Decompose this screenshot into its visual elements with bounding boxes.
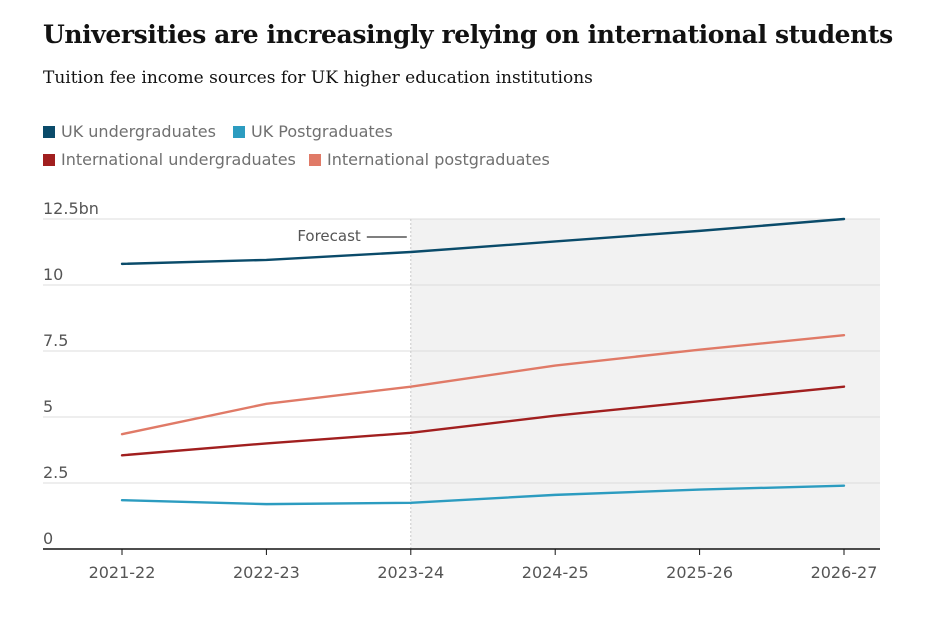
x-tick-label: 2024-25 xyxy=(522,563,589,582)
x-tick-label: 2023-24 xyxy=(377,563,444,582)
legend-item-uk-postgraduates: UK Postgraduates xyxy=(233,122,393,141)
legend-label-international-postgraduates: International postgraduates xyxy=(327,150,550,169)
x-tick-label: 2021-22 xyxy=(89,563,156,582)
legend-swatch-uk-postgraduates xyxy=(233,125,245,138)
y-tick-label: 10 xyxy=(43,265,63,284)
series-line-international-undergraduates xyxy=(120,385,846,457)
legend-label-uk-postgraduates: UK Postgraduates xyxy=(251,122,393,141)
series-line-uk-undergraduates xyxy=(120,217,846,266)
legend-swatch-international-undergraduates xyxy=(43,153,55,166)
chart-subtitle: Tuition fee income sources for UK higher… xyxy=(43,68,593,88)
x-tick-label: 2022-23 xyxy=(233,563,300,582)
x-tick-label: 2025-26 xyxy=(666,563,733,582)
legend-item-international-postgraduates: International postgraduates xyxy=(309,150,550,169)
legend-label-international-undergraduates: International undergraduates xyxy=(61,150,296,169)
legend-swatch-international-postgraduates xyxy=(309,153,321,166)
y-tick-label: 5 xyxy=(43,397,53,416)
chart-title: Universities are increasingly relying on… xyxy=(43,20,893,49)
y-tick-label: 7.5 xyxy=(43,331,68,350)
x-tick-label: 2026-27 xyxy=(811,563,878,582)
series-line-international-postgraduates xyxy=(120,333,846,436)
series-line-uk-postgraduates xyxy=(120,484,846,506)
y-tick-label: 2.5 xyxy=(43,463,68,482)
y-tick-label: 0 xyxy=(43,529,53,548)
forecast-region xyxy=(410,219,880,549)
legend-swatch-uk-undergraduates xyxy=(43,125,55,138)
forecast-label: Forecast xyxy=(297,227,361,245)
legend-label-uk-undergraduates: UK undergraduates xyxy=(61,122,216,141)
legend-item-uk-undergraduates: UK undergraduates xyxy=(43,122,216,141)
y-tick-label: 12.5bn xyxy=(43,199,99,218)
legend-item-international-undergraduates: International undergraduates xyxy=(43,150,296,169)
